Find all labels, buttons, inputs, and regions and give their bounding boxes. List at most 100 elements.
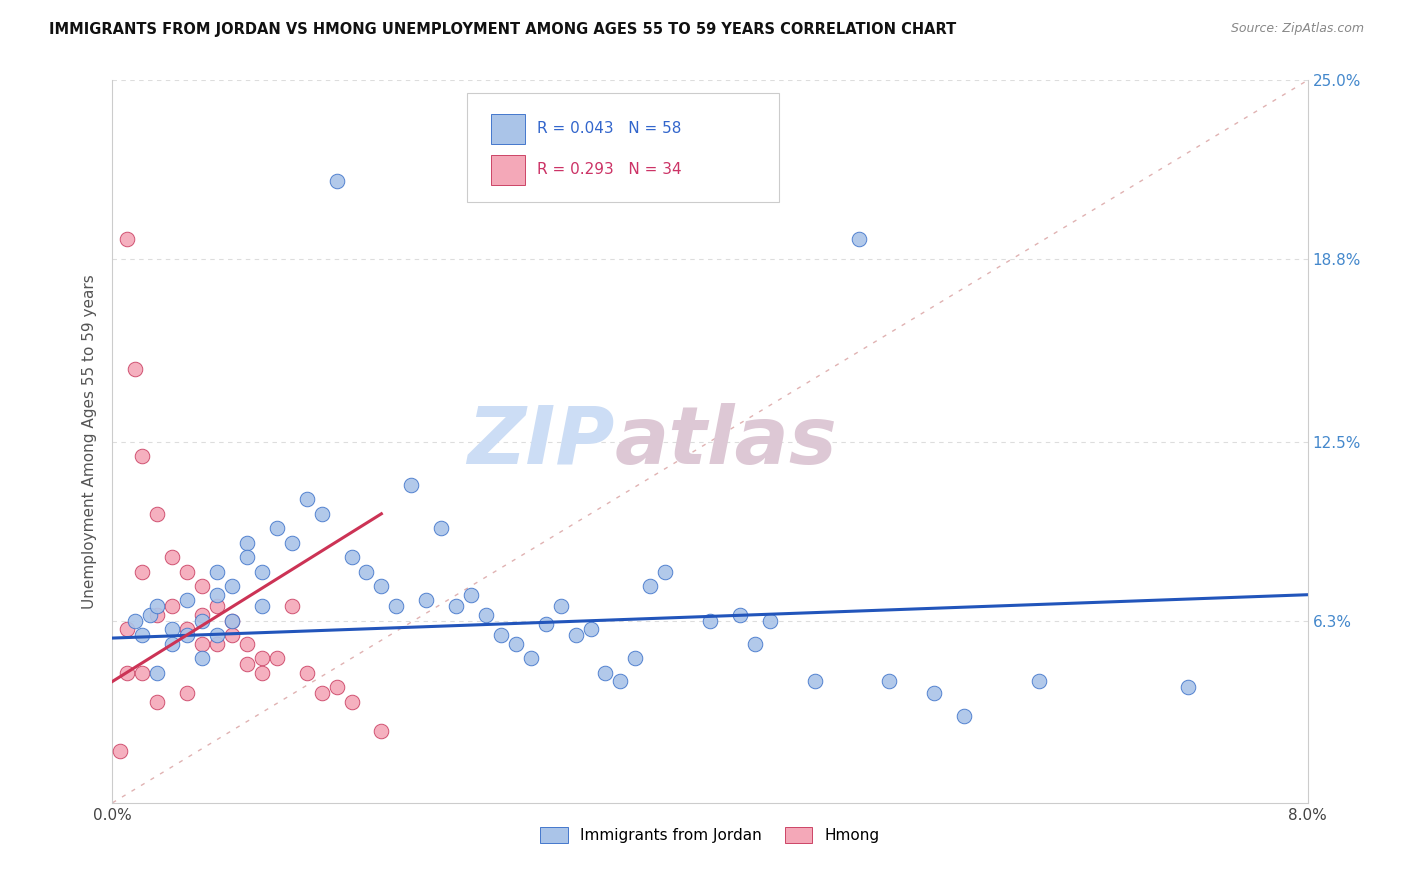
FancyBboxPatch shape [491,154,524,185]
Text: R = 0.293   N = 34: R = 0.293 N = 34 [537,162,682,178]
Text: R = 0.043   N = 58: R = 0.043 N = 58 [537,121,681,136]
Point [624,651,647,665]
Point [131,628,153,642]
Point [759,614,782,628]
Point [176,623,198,637]
Point [744,637,766,651]
Point [205,599,228,614]
Point [191,579,214,593]
Point [356,565,378,579]
Point [877,674,901,689]
Point [191,614,214,628]
Point [191,651,214,665]
Point [534,616,557,631]
Point [550,599,572,614]
Point [728,607,751,622]
Point [117,665,139,680]
Point [311,507,333,521]
Point [250,665,273,680]
Point [146,507,169,521]
Point [162,637,183,651]
Point [595,665,617,680]
Point [221,614,243,628]
Point [117,232,139,246]
Point [325,174,347,188]
Point [108,744,131,758]
Point [295,492,318,507]
Point [176,593,198,607]
Point [221,614,243,628]
Point [1028,674,1050,689]
Point [564,628,586,642]
Point [609,674,631,689]
Point [205,588,228,602]
Point [922,686,945,700]
Point [146,599,169,614]
Point [699,614,721,628]
Text: ZIP: ZIP [467,402,614,481]
Point [139,607,162,622]
Point [205,565,228,579]
Point [191,607,214,622]
Point [117,623,139,637]
Point [340,695,363,709]
Point [311,686,333,700]
Point [325,680,347,694]
Point [205,628,228,642]
Point [295,665,318,680]
Point [520,651,543,665]
Point [654,565,676,579]
Point [640,579,662,593]
Point [131,565,153,579]
Point [953,709,976,723]
Point [176,686,198,700]
Point [176,565,198,579]
Point [131,665,153,680]
Point [221,628,243,642]
Point [176,628,198,642]
Point [848,232,870,246]
FancyBboxPatch shape [491,113,524,144]
Text: IMMIGRANTS FROM JORDAN VS HMONG UNEMPLOYMENT AMONG AGES 55 TO 59 YEARS CORRELATI: IMMIGRANTS FROM JORDAN VS HMONG UNEMPLOY… [49,22,956,37]
Point [460,588,482,602]
Point [385,599,408,614]
Point [1177,680,1199,694]
Point [146,607,169,622]
Point [370,723,392,738]
Point [236,550,259,565]
Point [475,607,498,622]
Y-axis label: Unemployment Among Ages 55 to 59 years: Unemployment Among Ages 55 to 59 years [82,274,97,609]
Point [370,579,392,593]
Point [236,637,259,651]
Point [162,599,183,614]
Point [191,637,214,651]
Text: atlas: atlas [614,402,837,481]
Point [803,674,825,689]
Point [146,695,169,709]
Point [401,478,423,492]
FancyBboxPatch shape [467,93,779,202]
Point [146,665,169,680]
Point [340,550,363,565]
Point [250,565,273,579]
Point [266,651,288,665]
Point [579,623,602,637]
Point [250,651,273,665]
Point [444,599,467,614]
Point [221,579,243,593]
Point [281,599,304,614]
Point [250,599,273,614]
Point [124,362,146,376]
Point [430,521,453,535]
Point [281,535,304,549]
Point [489,628,512,642]
Point [415,593,437,607]
Point [162,623,183,637]
Legend: Immigrants from Jordan, Hmong: Immigrants from Jordan, Hmong [534,822,886,849]
Point [236,535,259,549]
Point [131,449,153,463]
Text: Source: ZipAtlas.com: Source: ZipAtlas.com [1230,22,1364,36]
Point [124,614,146,628]
Point [162,550,183,565]
Point [505,637,527,651]
